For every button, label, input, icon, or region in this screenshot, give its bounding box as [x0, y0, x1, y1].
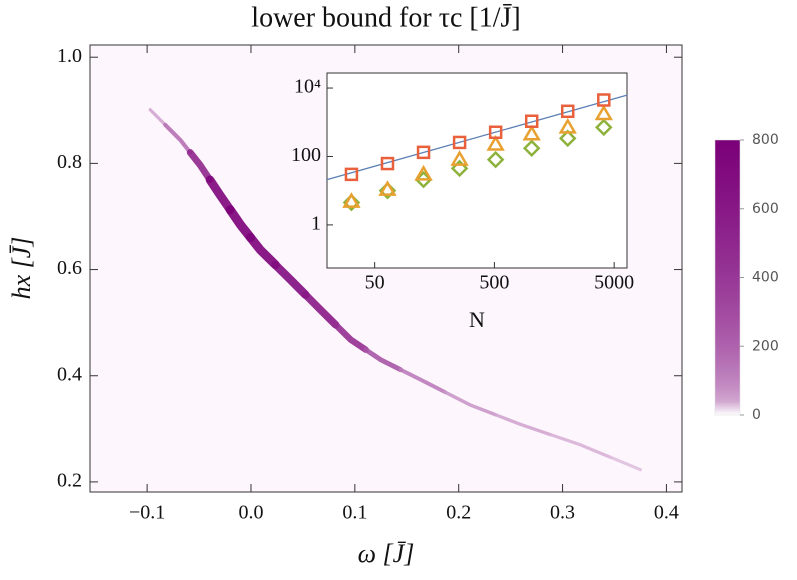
- chart-title: lower bound for τc [1/J̄]: [251, 2, 520, 33]
- colorbar-tick-label: 800: [752, 132, 779, 148]
- marker-triangle: [414, 164, 433, 181]
- inset-y-tick-label: 1: [311, 212, 321, 234]
- y-tick-label: 0.6: [57, 257, 82, 279]
- inset-x-tick-label: 500: [479, 272, 509, 294]
- x-tick-label: 0.4: [654, 502, 679, 524]
- marker-diamond: [522, 139, 541, 158]
- marker-triangle: [522, 124, 541, 141]
- marker-square: [488, 125, 503, 140]
- marker-square: [416, 145, 431, 160]
- marker-triangle: [486, 135, 505, 151]
- density-ridge: [148, 108, 167, 127]
- x-tick-label: 0.3: [550, 502, 575, 524]
- density-ridge: [246, 233, 280, 270]
- colorbar-tick-label: 0: [752, 407, 761, 423]
- x-tick-label: −0.1: [129, 502, 165, 524]
- marker-square: [597, 93, 611, 107]
- inset-x-tick-label: 50: [365, 272, 385, 294]
- y-tick-label: 1.0: [57, 45, 82, 67]
- marker-square: [524, 114, 539, 128]
- y-axis-label: hx [J̄]: [7, 237, 36, 300]
- inset-x-tick-label: 5000: [594, 272, 634, 294]
- inset-y-tick-label: 100: [291, 144, 321, 166]
- density-ridge: [398, 367, 448, 395]
- colorbar-tick-label: 400: [752, 270, 779, 286]
- fit-line: [326, 94, 628, 181]
- marker-square: [344, 167, 359, 182]
- density-ridge: [332, 321, 369, 353]
- density-ridge: [225, 205, 255, 242]
- x-axis-label: ω [J̄]: [358, 539, 415, 568]
- inset-background: [326, 72, 628, 269]
- colorbar-tick-label: 600: [752, 201, 779, 217]
- density-ridge: [163, 122, 193, 155]
- density-ridge: [608, 455, 643, 472]
- density-ridge: [493, 413, 553, 437]
- marker-triangle: [378, 180, 397, 196]
- marker-triangle: [558, 117, 577, 134]
- density-ridge: [205, 175, 235, 215]
- marker-triangle: [450, 150, 469, 166]
- inset-y-tick-label: 10⁴: [294, 76, 321, 98]
- colorbar: [714, 139, 741, 416]
- plot-frame: [89, 44, 683, 493]
- x-tick-label: 0.2: [446, 502, 471, 524]
- marker-diamond: [558, 129, 577, 148]
- marker-square: [560, 104, 575, 119]
- density-ridge: [363, 347, 403, 373]
- inset-x-label: N: [469, 307, 485, 332]
- x-tick-label: 0.1: [342, 502, 367, 524]
- density-ridge: [186, 149, 214, 184]
- density-ridge: [549, 433, 612, 459]
- density-ridge: [271, 260, 310, 299]
- density-ridge: [301, 291, 340, 329]
- marker-square: [452, 135, 467, 150]
- marker-triangle: [342, 192, 361, 208]
- marker-diamond: [595, 118, 613, 137]
- marker-diamond: [450, 159, 469, 178]
- marker-diamond: [486, 150, 505, 169]
- x-tick-label: 0.0: [238, 502, 263, 524]
- density-ridge: [443, 390, 498, 417]
- y-tick-label: 0.4: [57, 363, 82, 385]
- marker-square: [380, 156, 395, 171]
- y-tick-label: 0.8: [57, 151, 82, 173]
- marker-triangle: [594, 104, 613, 121]
- y-tick-label: 0.2: [57, 470, 82, 492]
- colorbar-tick-label: 200: [752, 338, 779, 354]
